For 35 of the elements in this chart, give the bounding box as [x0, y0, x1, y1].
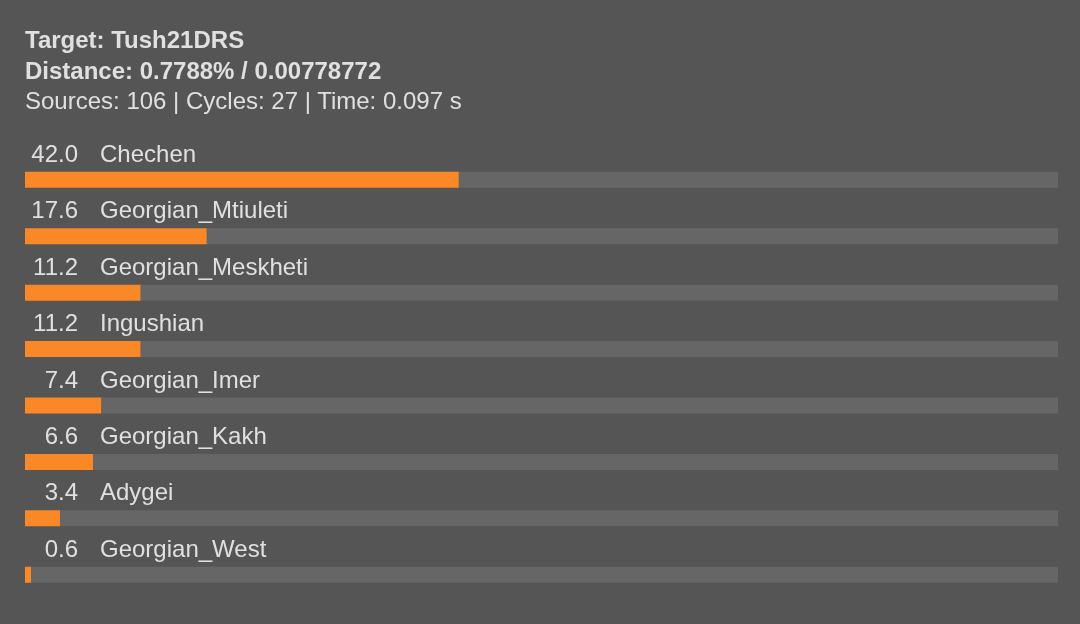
- bar: [60, 510, 1058, 527]
- y-tick-label: Georgian_West: [100, 534, 267, 562]
- data-label: 0.6: [44, 534, 78, 562]
- bar: [25, 228, 207, 245]
- bar: [206, 228, 1058, 245]
- y-tick-label: Georgian_Imer: [100, 365, 261, 393]
- bar: [31, 566, 1058, 583]
- y-tick-label: Ingushian: [100, 309, 205, 337]
- bar: [25, 453, 94, 470]
- y-tick-label: Georgian_Meskheti: [100, 252, 309, 280]
- y-tick-label: Georgian_Kakh: [100, 421, 267, 449]
- data-label: 42.0: [31, 139, 78, 167]
- bar: [25, 566, 32, 583]
- bar: [25, 341, 141, 358]
- y-tick-label: Chechen: [100, 139, 197, 167]
- bar: [140, 284, 1058, 301]
- source-note: Sources: 106 | Cycles: 27 | Time: 0.097 s: [25, 86, 462, 114]
- data-label: 6.6: [44, 421, 78, 449]
- bar: [93, 453, 1058, 470]
- chart-title: Target: Tush21DRS: [25, 25, 245, 53]
- y-tick-label: Georgian_Mtiuleti: [100, 196, 289, 224]
- y-tick-label: Adygei: [100, 478, 174, 506]
- bar: [25, 397, 102, 414]
- data-label: 11.2: [33, 309, 78, 337]
- bar: [25, 510, 61, 527]
- data-label: 7.4: [44, 365, 78, 393]
- bar: [101, 397, 1058, 414]
- data-label: 17.6: [31, 196, 78, 224]
- bar: [25, 284, 141, 301]
- chart-subtitle: Distance: 0.7788% / 0.00778772: [25, 56, 382, 84]
- bar: [458, 171, 1058, 188]
- bar: [25, 171, 459, 188]
- data-label: 11.2: [33, 252, 78, 280]
- data-label: 3.4: [44, 478, 78, 506]
- bar: [140, 341, 1058, 358]
